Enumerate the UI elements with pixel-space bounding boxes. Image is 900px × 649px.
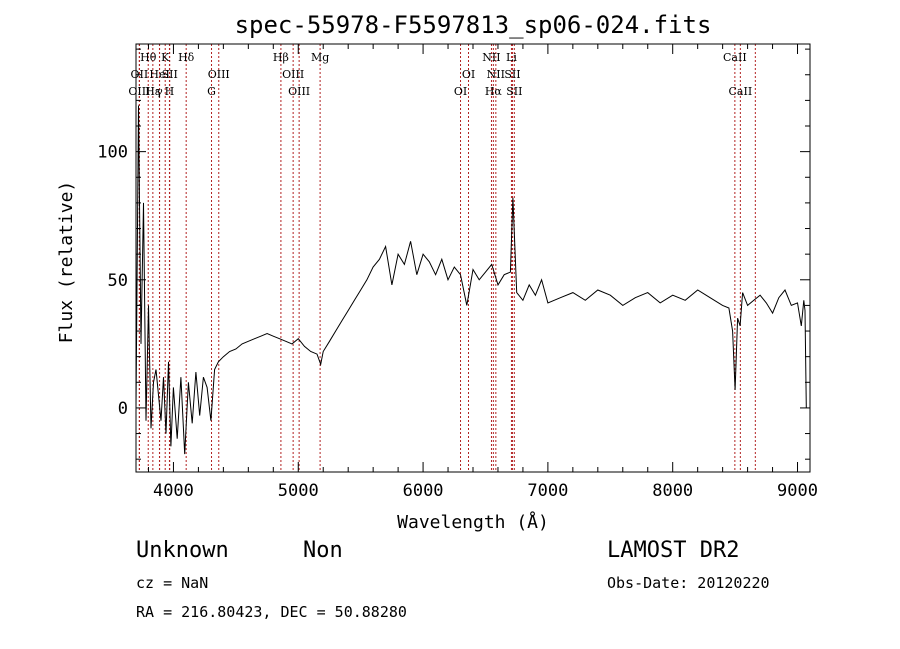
- line-marker-label: SII: [504, 68, 520, 81]
- line-marker-label: OIII: [208, 68, 230, 81]
- x-tick-label: 4000: [153, 481, 194, 501]
- line-marker-label: CaII: [729, 85, 753, 98]
- line-marker-label: K: [161, 51, 170, 64]
- line-marker-label: Li: [506, 51, 517, 64]
- x-tick-label: 6000: [403, 481, 444, 501]
- spectral-line-labels: HθOIIOIIIHeIHεγKSIIHHδOIIIGHβOIIIOIIIMgO…: [128, 51, 752, 98]
- y-tick-label: 50: [108, 271, 128, 291]
- line-marker-label: OIII: [282, 68, 304, 81]
- x-axis: 4000 5000 6000 7000 8000 9000: [147, 44, 818, 501]
- line-marker-label: Hβ: [273, 51, 289, 64]
- line-marker-label: HeI: [149, 68, 169, 81]
- x-tick-label: 5000: [278, 481, 319, 501]
- redshift-cz: cz = NaN: [136, 574, 209, 592]
- chart-title: spec-55978-F5597813_sp06-024.fits: [235, 11, 712, 39]
- line-marker-label: Hε: [145, 85, 161, 98]
- class-label: Unknown: [136, 538, 229, 563]
- obs-date: Obs-Date: 20120220: [607, 574, 770, 592]
- line-marker-label: Hθ: [140, 51, 157, 64]
- coordinates: RA = 216.80423, DEC = 50.88280: [136, 603, 407, 621]
- survey-label: LAMOST DR2: [607, 538, 740, 563]
- spectral-line-markers: [138, 44, 756, 472]
- x-tick-label: 7000: [527, 481, 568, 501]
- x-tick-label: 9000: [777, 481, 818, 501]
- line-marker-label: Hα: [485, 85, 503, 98]
- line-marker-label: OI: [454, 85, 467, 98]
- x-axis-label: Wavelength (Å): [397, 511, 549, 533]
- line-marker-label: SII: [506, 85, 522, 98]
- y-tick-label: 0: [118, 399, 128, 419]
- line-marker-label: OI: [462, 68, 475, 81]
- line-marker-label: γ: [156, 85, 163, 98]
- line-marker-label: Hδ: [178, 51, 195, 64]
- y-tick-label: 100: [97, 143, 128, 163]
- line-marker-label: G: [207, 85, 216, 98]
- line-marker-label: OIII: [128, 85, 150, 98]
- y-axis: 0 50 100: [97, 48, 810, 460]
- line-marker-label: NII: [482, 51, 500, 64]
- line-marker-label: CaII: [723, 51, 747, 64]
- plot-frame: [135, 43, 811, 473]
- subclass-label: Non: [303, 538, 343, 563]
- line-marker-label: H: [165, 85, 175, 98]
- y-axis-label: Flux (relative): [56, 181, 77, 344]
- line-marker-label: SII: [162, 68, 178, 81]
- x-tick-label: 8000: [652, 481, 693, 501]
- line-marker-label: NII: [487, 68, 505, 81]
- spectrum-line: [135, 105, 807, 455]
- line-marker-label: OIII: [288, 85, 310, 98]
- line-marker-label: Mg: [311, 51, 329, 64]
